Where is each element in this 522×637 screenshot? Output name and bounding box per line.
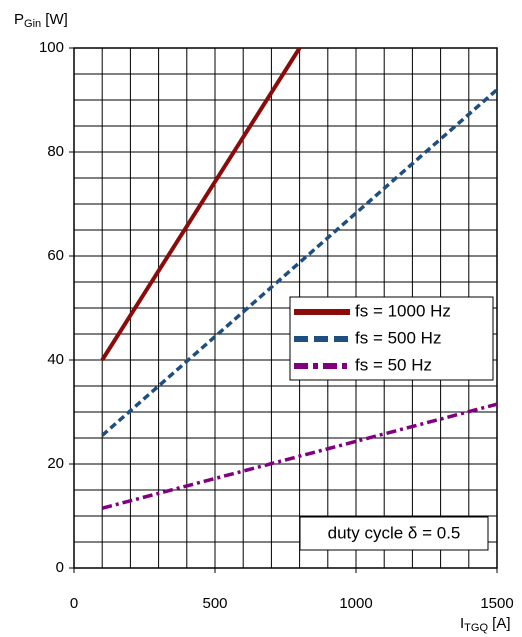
- y-tick-label: 0: [56, 559, 64, 576]
- x-axis-label: ITGQ [A]: [460, 615, 511, 634]
- y-axis-label: PGin [W]: [14, 11, 68, 30]
- x-tick-label: 0: [70, 595, 78, 612]
- legend-label: fs = 500 Hz: [355, 328, 441, 347]
- x-tick-label: 500: [202, 595, 227, 612]
- y-tick-label: 60: [47, 247, 64, 264]
- y-tick-label: 40: [47, 351, 64, 368]
- plot-border: [73, 47, 498, 569]
- annotation-box: [299, 516, 489, 551]
- legend-label: fs = 1000 Hz: [355, 301, 451, 320]
- y-tick-label: 100: [39, 39, 64, 56]
- series-line: [101, 402, 498, 510]
- legend-label: fs = 50 Hz: [355, 355, 432, 374]
- x-tick-label: 1000: [339, 595, 372, 612]
- series-line: [100, 46, 302, 362]
- y-tick-label: 20: [47, 455, 64, 472]
- x-tick-label: 1500: [480, 595, 513, 612]
- y-tick-label: 80: [47, 143, 64, 160]
- annotation: duty cycle δ = 0.5: [328, 523, 461, 542]
